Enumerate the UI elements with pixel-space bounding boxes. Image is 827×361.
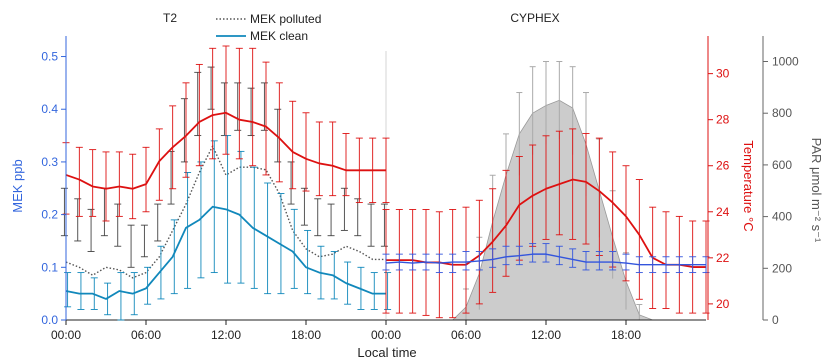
series-line-0 — [65, 145, 386, 279]
temperature-axis-label: Temperature °C — [741, 140, 756, 231]
temperature-tick-label: 30 — [716, 67, 730, 81]
par-tick-label: 200 — [772, 261, 792, 275]
x-axis-label: Local time — [357, 345, 416, 360]
x-tick-label: 06:00 — [451, 328, 481, 342]
mek-tick-label: 0.1 — [41, 260, 58, 274]
panel-label-t2: T2 — [163, 11, 177, 25]
mek-tick-label: 0.0 — [41, 313, 58, 327]
legend-label-polluted: MEK polluted — [250, 12, 321, 26]
temperature-tick-label: 26 — [716, 159, 730, 173]
mek-tick-label: 0.2 — [41, 208, 58, 222]
series-line-1 — [65, 205, 386, 300]
x-tick-label: 06:00 — [131, 328, 161, 342]
legend: MEK polluted MEK clean — [216, 12, 321, 43]
x-tick-label: 00:00 — [51, 328, 81, 342]
axes-layer: 00:00 06:00 12:00 18:00 00:00 06:00 12:00 18:00… — [41, 36, 799, 342]
par-axis-label: PAR μmol m⁻² s⁻¹ — [809, 138, 824, 243]
x-tick-label: 12:00 — [211, 328, 241, 342]
mek-tick-label: 0.4 — [41, 102, 58, 116]
x-tick-label: 12:00 — [531, 328, 561, 342]
x-tick-label: 00:00 — [371, 328, 401, 342]
mek-axis-label: MEK ppb — [10, 159, 25, 212]
temperature-tick-label: 20 — [716, 297, 730, 311]
mek-tick-label: 0.5 — [41, 50, 58, 64]
temperature-tick-label: 28 — [716, 113, 730, 127]
temperature-tick-label: 24 — [716, 205, 730, 219]
temperature-tick-label: 22 — [716, 251, 730, 265]
legend-label-clean: MEK clean — [250, 29, 308, 43]
par-tick-label: 0 — [772, 313, 779, 327]
x-tick-label: 18:00 — [611, 328, 641, 342]
mek-tick-label: 0.3 — [41, 155, 58, 169]
par-tick-label: 600 — [772, 158, 792, 172]
series-line-2 — [65, 111, 386, 190]
par-tick-label: 400 — [772, 210, 792, 224]
series-layer — [60, 45, 710, 321]
panel-label-cyphex: CYPHEX — [510, 11, 559, 25]
series-line-5 — [385, 253, 706, 266]
par-tick-label: 1000 — [772, 55, 799, 69]
par-tick-label: 800 — [772, 106, 792, 120]
x-tick-label: 18:00 — [291, 328, 321, 342]
